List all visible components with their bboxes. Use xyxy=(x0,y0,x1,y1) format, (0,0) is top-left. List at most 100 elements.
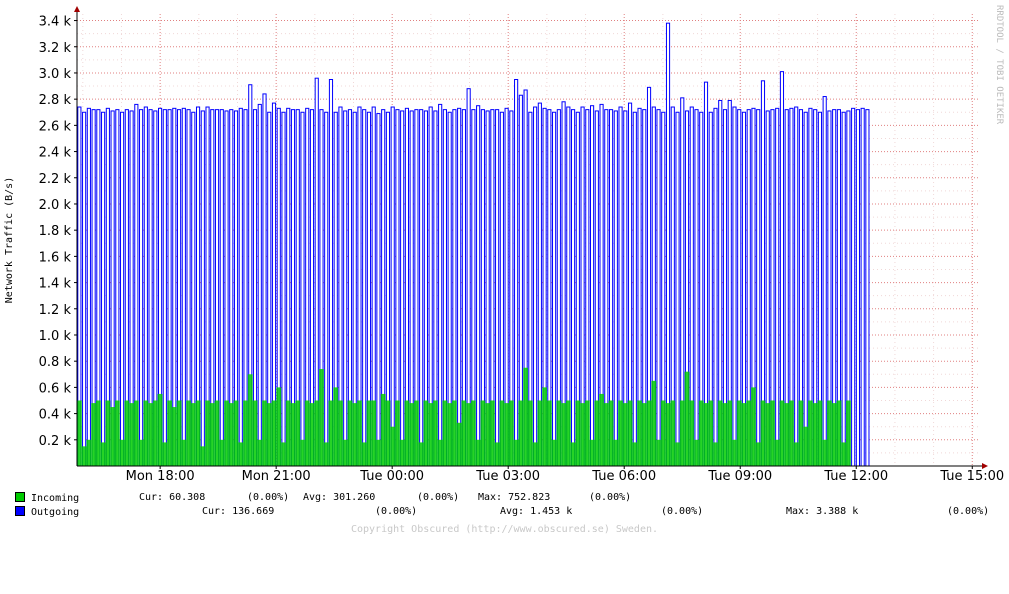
y-tick-label: 0.4 k xyxy=(39,408,72,423)
incoming-bar xyxy=(755,442,761,466)
outgoing-bar xyxy=(694,109,699,467)
incoming-bar xyxy=(190,403,196,466)
copyright-footer: Copyright Obscured (http://www.obscured.… xyxy=(350,524,659,535)
incoming-bar xyxy=(209,403,215,466)
incoming-bar xyxy=(447,403,453,466)
incoming-bar xyxy=(77,400,82,466)
incoming-bar xyxy=(266,403,272,466)
y-tick-label: 3.4 k xyxy=(39,15,72,30)
incoming-bar xyxy=(774,439,780,466)
incoming-bar xyxy=(803,426,809,466)
incoming-bar xyxy=(485,403,491,466)
incoming-bar xyxy=(679,400,685,466)
y-tick-label: 1.6 k xyxy=(39,250,72,265)
incoming-bar xyxy=(751,387,756,466)
outgoing-series xyxy=(77,22,870,467)
incoming-bar xyxy=(276,387,282,466)
incoming-bar xyxy=(765,403,771,466)
incoming-bar xyxy=(622,403,628,466)
outgoing-swatch xyxy=(15,506,25,516)
incoming-bar xyxy=(437,439,443,466)
incoming-bar xyxy=(570,442,576,466)
incoming-bar xyxy=(257,439,263,466)
incoming-bar xyxy=(91,403,96,466)
incoming-bar xyxy=(167,400,172,466)
incoming-bar xyxy=(295,400,301,466)
outgoing-bar xyxy=(376,113,381,467)
incoming-bar xyxy=(589,439,595,466)
y-tick-label: 0.6 k xyxy=(39,381,72,396)
y-tick-label: 1.0 k xyxy=(39,329,72,344)
outgoing-bar xyxy=(86,107,91,467)
incoming-bar xyxy=(323,442,329,466)
incoming-avg: Avg: 301.260 xyxy=(303,492,376,503)
incoming-bar xyxy=(152,400,158,466)
incoming-bar xyxy=(613,439,619,466)
outgoing-bar xyxy=(362,109,367,467)
outgoing-bar xyxy=(324,111,329,467)
x-tick-label: Tue 15:00 xyxy=(939,469,1004,484)
incoming-bar xyxy=(281,442,286,466)
incoming-bar xyxy=(713,442,718,466)
y-tick-label: 2.6 k xyxy=(39,119,72,134)
incoming-bar xyxy=(841,442,847,466)
incoming-bar xyxy=(812,403,818,466)
outgoing-bar xyxy=(803,111,808,467)
outgoing-bar xyxy=(419,109,424,467)
incoming-bar xyxy=(836,400,842,466)
incoming-bar xyxy=(603,403,609,466)
outgoing-bar xyxy=(257,103,262,467)
incoming-bar xyxy=(670,400,676,466)
outgoing-bar xyxy=(101,111,106,467)
incoming-bar xyxy=(119,439,125,466)
incoming-bar xyxy=(584,400,590,466)
traffic-chart: 0.2 k 0.4 k 0.6 k 0.8 k 1.0 k 1.2 k 1.4 k 1.6 k… xyxy=(4,5,1004,484)
outgoing-bar xyxy=(82,111,87,467)
incoming-bar xyxy=(551,439,557,466)
incoming-bar xyxy=(494,442,500,466)
x-tick-label: Tue 00:00 xyxy=(359,469,424,484)
incoming-bar xyxy=(490,400,495,466)
outgoing-avg: Avg: 1.453 k xyxy=(500,506,573,517)
y-axis-label: Network Traffic (B/s) xyxy=(4,177,15,303)
incoming-bar xyxy=(395,400,400,466)
incoming-bar xyxy=(675,442,680,466)
incoming-bar xyxy=(599,393,604,466)
incoming-bar xyxy=(380,393,386,466)
incoming-bar xyxy=(456,422,462,466)
outgoing-max-pct: (0.00%) xyxy=(947,506,990,517)
outgoing-bar xyxy=(613,110,618,467)
y-tick-label: 1.2 k xyxy=(39,303,72,318)
incoming-bar xyxy=(641,403,647,466)
outgoing-bar xyxy=(713,107,718,467)
y-tick-label: 2.0 k xyxy=(39,198,72,213)
incoming-bar xyxy=(537,400,543,466)
outgoing-bar xyxy=(238,107,243,467)
y-tick-label: 1.4 k xyxy=(39,277,72,292)
outgoing-cur: Cur: 136.669 xyxy=(202,506,275,517)
incoming-bar xyxy=(722,403,728,466)
x-tick-label: Tue 06:00 xyxy=(591,469,656,484)
outgoing-bar xyxy=(675,111,680,467)
incoming-bar xyxy=(390,426,396,466)
y-tick-label: 3.2 k xyxy=(39,41,72,56)
incoming-bar xyxy=(376,439,381,466)
incoming-bar xyxy=(637,400,642,466)
incoming-bar xyxy=(594,400,600,466)
x-tick-label: Tue 09:00 xyxy=(707,469,772,484)
y-tick-label: 3.0 k xyxy=(39,67,72,82)
outgoing-bar xyxy=(300,111,305,467)
incoming-bar xyxy=(817,400,823,466)
incoming-bar xyxy=(508,400,514,466)
incoming-bar xyxy=(822,439,828,466)
incoming-bar xyxy=(186,400,191,466)
incoming-bar xyxy=(195,400,201,466)
incoming-bar xyxy=(461,400,467,466)
outgoing-bar xyxy=(756,109,761,467)
incoming-bar xyxy=(418,442,424,466)
incoming-bar xyxy=(205,400,210,466)
outgoing-bar xyxy=(390,106,395,467)
incoming-bar xyxy=(770,400,775,466)
incoming-bar xyxy=(717,400,723,466)
incoming-bar xyxy=(148,403,153,466)
